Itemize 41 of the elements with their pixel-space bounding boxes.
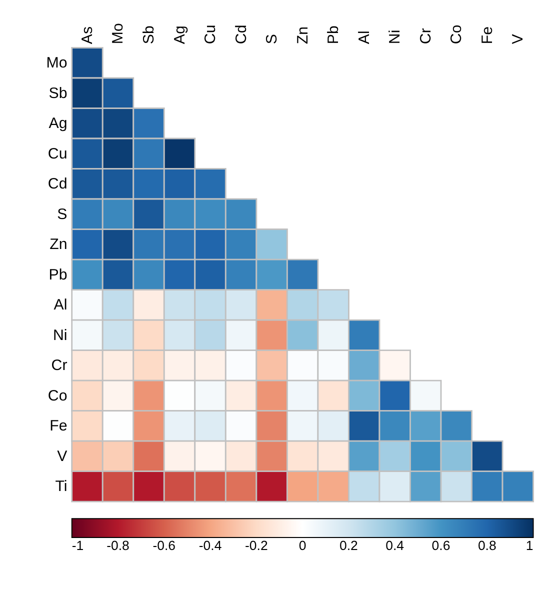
y-tick-label: S <box>57 206 68 223</box>
color-bar-label: 0.8 <box>478 538 496 553</box>
color-bar-label: 1 <box>526 538 534 553</box>
x-tick-label: Ni <box>386 30 404 44</box>
y-tick-label: Zn <box>50 236 68 254</box>
x-tick-label: Ag <box>171 26 188 44</box>
y-tick-label: Cr <box>51 357 68 374</box>
y-tick-label: Sb <box>48 84 68 102</box>
color-bar-label: -1 <box>72 538 84 553</box>
x-tick-label: Zn <box>294 26 312 44</box>
x-tick-label: As <box>78 26 96 44</box>
x-tick-label: V <box>510 33 527 44</box>
x-tick-label: S <box>264 34 281 44</box>
y-tick-label: Co <box>48 387 68 404</box>
y-tick-label: Pb <box>48 266 68 284</box>
color-bar-label: -0.2 <box>245 538 268 553</box>
x-tick-label: Cu <box>202 24 220 44</box>
x-tick-label: Al <box>356 30 373 44</box>
x-tick-label: Pb <box>325 26 342 44</box>
y-tick-label: Cd <box>48 176 68 193</box>
x-tick-label: Cd <box>232 24 250 44</box>
y-tick-label: V <box>57 448 68 465</box>
y-tick-label: Ti <box>55 478 68 496</box>
color-bar-label: 0.4 <box>386 538 404 553</box>
color-bar-label: -0.6 <box>152 538 176 553</box>
color-bar-label: 0.6 <box>432 538 450 553</box>
x-tick-label: Fe <box>478 26 496 44</box>
y-tick-label: Ag <box>48 115 68 132</box>
y-tick-label: Ni <box>52 326 68 344</box>
y-tick-label: Cu <box>48 145 68 162</box>
y-tick-label: Fe <box>50 418 68 435</box>
y-tick-label: Al <box>54 296 68 314</box>
x-tick-label: Cr <box>417 28 434 44</box>
color-bar-label: 0 <box>298 538 306 553</box>
color-bar-label: -0.8 <box>106 538 130 553</box>
x-tick-label: Co <box>448 24 466 44</box>
x-tick-label: Mo <box>110 23 127 44</box>
color-bar-label: -0.4 <box>198 538 222 553</box>
color-bar-label: 0.2 <box>340 538 358 553</box>
x-tick-label: Sb <box>140 26 158 44</box>
y-tick-label: Mo <box>46 54 68 72</box>
